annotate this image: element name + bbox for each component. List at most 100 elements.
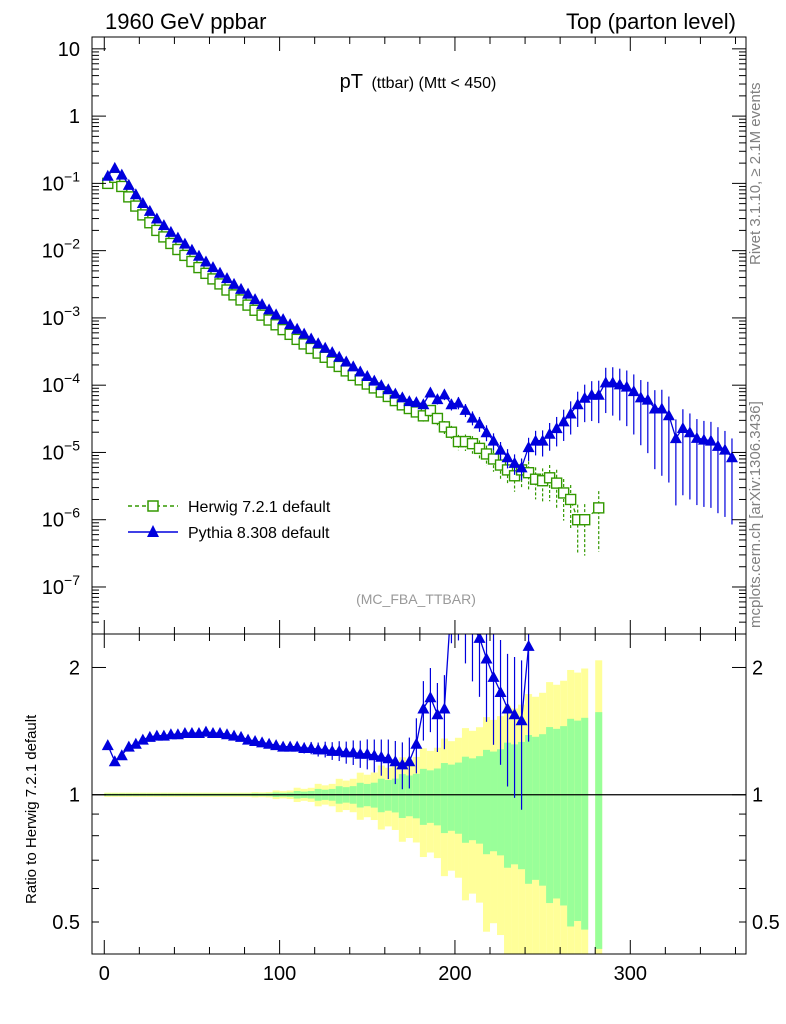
herwig-uncertainty-inner: [581, 717, 589, 930]
pythia-point: [206, 261, 219, 273]
process-label: Top (parton level): [566, 9, 736, 34]
ratio-pythia-point: [242, 733, 255, 745]
pythia-point: [627, 385, 640, 397]
herwig-point: [179, 249, 191, 262]
pythia-point: [571, 398, 584, 410]
x-tick-label: 0: [99, 963, 110, 985]
pythia-point: [697, 433, 710, 445]
y-tick-label: 10−2: [42, 236, 80, 263]
herwig-point: [186, 255, 198, 268]
herwig-uncertainty-inner: [546, 727, 554, 904]
pythia-point: [592, 388, 605, 400]
pythia-point: [298, 327, 311, 339]
pythia-point: [683, 426, 696, 438]
main-data-layer: [101, 161, 738, 556]
ratio-pythia-point: [221, 728, 234, 740]
ratio-y-tick-label-right: 0.5: [752, 912, 780, 934]
herwig-uncertainty-inner: [384, 780, 392, 811]
ratio-pythia-point: [270, 739, 283, 751]
ratio-pythia-point: [375, 750, 388, 762]
pythia-point: [424, 386, 437, 398]
ratio-y-tick-label-right: 2: [752, 657, 763, 679]
ratio-pythia-point: [501, 702, 514, 714]
herwig-uncertainty-inner: [567, 718, 575, 927]
pythia-point: [508, 456, 521, 468]
pythia-point: [382, 383, 395, 395]
herwig-point: [193, 261, 205, 274]
herwig-uncertainty-inner: [433, 768, 441, 826]
pythia-point: [487, 434, 500, 446]
herwig-point: [522, 466, 535, 479]
ratio-pythia-point: [487, 670, 500, 682]
pythia-point: [213, 266, 226, 278]
pythia-point: [459, 403, 472, 415]
pythia-point: [522, 441, 535, 453]
herwig-uncertainty-inner: [497, 749, 505, 856]
pythia-point: [655, 402, 668, 414]
pythia-point: [494, 443, 507, 455]
pythia-point: [543, 427, 556, 439]
pythia-point: [256, 298, 269, 310]
ratio-pythia-point: [347, 746, 360, 758]
legend-pythia-label: Pythia 8.308 default: [188, 525, 330, 542]
ratio-pythia-point: [319, 743, 332, 755]
herwig-uncertainty-inner: [440, 763, 448, 834]
legend-herwig: Herwig 7.2.1 default: [128, 499, 331, 516]
y-tick-label: 10−6: [42, 505, 80, 532]
pythia-point: [312, 337, 325, 349]
herwig-uncertainty-inner: [525, 735, 533, 884]
y-tick-label: 1: [69, 106, 80, 128]
ratio-pythia-point: [291, 740, 304, 752]
y-tick-label: 10−5: [42, 437, 80, 464]
pythia-point: [515, 461, 528, 473]
herwig-point: [424, 404, 437, 417]
pythia-point: [410, 396, 423, 408]
ratio-pythia-point: [129, 737, 142, 749]
y-tick-label: 10: [58, 39, 80, 61]
pythia-point: [263, 303, 276, 315]
pythia-point: [711, 439, 724, 451]
pythia-point: [115, 168, 128, 180]
pythia-point: [641, 393, 654, 405]
ratio-pythia-point: [431, 708, 444, 720]
pythia-point: [676, 421, 689, 433]
pythia-point: [305, 332, 318, 344]
ratio-pythia-point: [466, 621, 478, 632]
pythia-point: [291, 322, 304, 334]
main-frame: [91, 36, 747, 635]
ratio-pythia-point: [382, 752, 395, 764]
pythia-point: [333, 350, 346, 362]
pythia-point: [690, 431, 703, 443]
ratio-y-tick-label-right: 1: [752, 785, 763, 807]
main-axes: 10 1 10−1 10−2 10−3 10−4 10−5 10−6 10−7: [42, 37, 746, 648]
ratio-pythia-point: [438, 702, 451, 714]
pythia-point: [466, 411, 479, 423]
ratio-axes: 0 100 200 300 0.5 0.5 1 1 2 2: [52, 657, 780, 985]
pythia-point: [354, 365, 367, 377]
ratio-pythia-point: [368, 749, 381, 761]
pythia-point: [431, 393, 444, 405]
pythia-point: [452, 396, 465, 408]
pythia-point: [143, 204, 156, 216]
x-tick-label: 100: [263, 963, 296, 985]
herwig-uncertainty-inner: [426, 770, 434, 823]
herwig-uncertainty-inner: [412, 773, 420, 819]
ratio-pythia-point: [417, 702, 430, 714]
herwig-uncertainty-inner: [553, 728, 561, 899]
ratio-pythia-point: [459, 606, 471, 617]
pythia-point: [101, 169, 114, 181]
pythia-point: [129, 188, 142, 200]
y-tick-label: 10−1: [42, 168, 80, 195]
legend-pythia-marker: [147, 525, 159, 537]
ratio-pythia-point: [508, 708, 521, 720]
x-tick-label: 300: [614, 963, 647, 985]
herwig-point: [158, 231, 170, 243]
pythia-point: [340, 355, 353, 367]
pythia-point: [270, 308, 283, 320]
pythia-point: [199, 255, 212, 267]
herwig-uncertainty-inner: [461, 756, 469, 843]
pythia-point: [536, 434, 549, 446]
pythia-point: [157, 219, 170, 231]
legend: Herwig 7.2.1 default Pythia 8.308 defaul…: [128, 499, 331, 542]
